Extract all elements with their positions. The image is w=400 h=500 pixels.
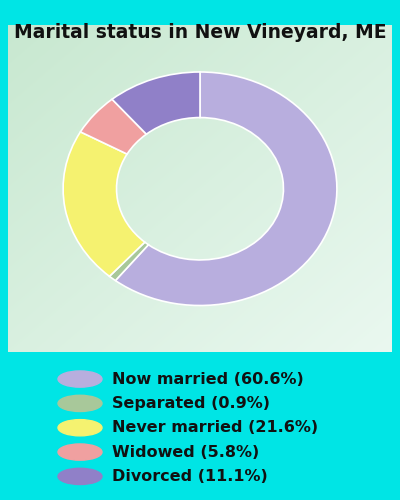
Circle shape — [58, 468, 102, 484]
Wedge shape — [112, 72, 200, 134]
Wedge shape — [116, 72, 337, 306]
Text: Separated (0.9%): Separated (0.9%) — [112, 396, 270, 411]
Wedge shape — [110, 242, 148, 281]
Wedge shape — [63, 132, 145, 276]
Text: Widowed (5.8%): Widowed (5.8%) — [112, 444, 259, 460]
Text: Never married (21.6%): Never married (21.6%) — [112, 420, 318, 435]
Circle shape — [58, 371, 102, 387]
Wedge shape — [80, 100, 146, 154]
Circle shape — [58, 396, 102, 411]
Text: Marital status in New Vineyard, ME: Marital status in New Vineyard, ME — [14, 22, 386, 42]
Text: Divorced (11.1%): Divorced (11.1%) — [112, 469, 268, 484]
Circle shape — [58, 420, 102, 436]
Circle shape — [58, 444, 102, 460]
Text: Now married (60.6%): Now married (60.6%) — [112, 372, 304, 386]
